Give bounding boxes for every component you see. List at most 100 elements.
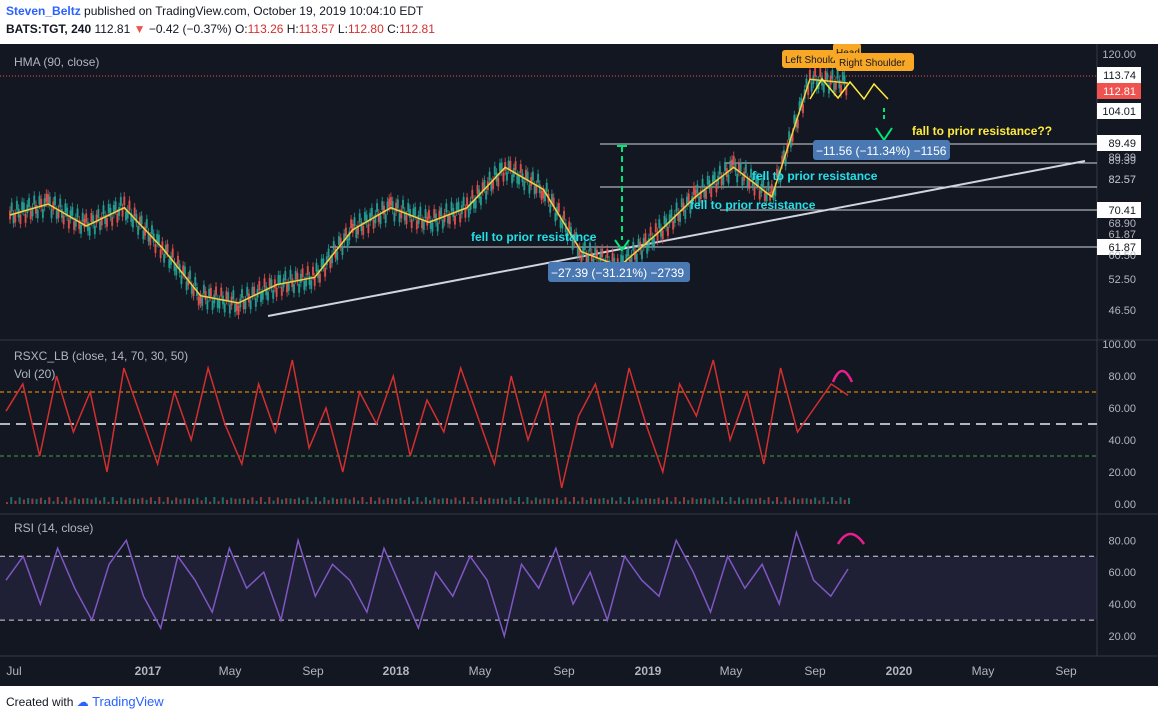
candle-body — [647, 238, 650, 247]
candle-body — [100, 216, 103, 226]
price-axis-label-bg — [1097, 103, 1141, 119]
candle-body — [287, 282, 290, 291]
price-axis-tick: 89.39 — [1108, 152, 1136, 164]
candle-body — [112, 204, 115, 214]
candle-body — [228, 304, 231, 314]
candle-body — [310, 280, 313, 290]
candle-body — [789, 138, 792, 148]
annotation-box — [813, 140, 950, 160]
candle-body — [443, 213, 446, 222]
candle-body — [526, 171, 529, 181]
candle-body — [833, 83, 836, 92]
candle-body — [571, 241, 574, 250]
candle-body — [183, 266, 186, 276]
candle-body — [782, 150, 785, 159]
candle-body — [566, 231, 569, 241]
candle-body — [776, 168, 779, 178]
candle-body — [396, 199, 399, 209]
candle-body — [744, 164, 747, 174]
candle-body — [170, 256, 173, 265]
candle-body — [770, 184, 773, 194]
candle-body — [69, 210, 72, 220]
candle-body — [408, 208, 411, 218]
candle-body — [753, 186, 756, 196]
candle-body — [474, 199, 477, 209]
price-axis-label: 112.81 — [1103, 86, 1136, 98]
candle-body — [104, 215, 107, 224]
candle-body — [670, 209, 673, 219]
publish-line: Steven_Beltz published on TradingView.co… — [6, 4, 423, 18]
volume-bar — [175, 497, 178, 504]
price-axis-label-bg — [1097, 83, 1141, 99]
volume-bar — [314, 497, 317, 504]
price-panel: 120.00 104.01 89.39 82.57 70.41 61.87 52.50 46.… — [0, 44, 1141, 320]
candle-body — [315, 262, 318, 272]
candle-body — [455, 202, 458, 212]
volume-bar — [479, 497, 482, 504]
candle-body — [48, 196, 51, 206]
candle-body — [824, 71, 827, 80]
volume-bar — [82, 498, 85, 504]
volume-bar — [319, 501, 322, 504]
volume-bar — [107, 501, 110, 504]
candle-body — [74, 217, 77, 227]
volume-bar — [162, 501, 165, 504]
volume-bar — [365, 501, 368, 504]
candle-body — [583, 241, 586, 251]
annotation-label: −11.56 (−11.34%) −1156 — [816, 144, 947, 158]
volume-bar — [374, 500, 377, 504]
candle-body — [357, 225, 360, 235]
volume-bar — [259, 497, 262, 504]
candle-body — [767, 181, 770, 191]
candle-body — [344, 227, 347, 237]
candle-body — [715, 183, 718, 193]
candle-body — [235, 302, 238, 311]
candle-body — [318, 273, 321, 283]
volume-bar — [361, 497, 364, 504]
candle-body — [308, 276, 311, 285]
volume-bar — [458, 500, 461, 504]
candle-body — [296, 272, 299, 282]
candle-body — [493, 166, 496, 175]
volume-bar — [234, 498, 237, 504]
volume-bar — [200, 500, 203, 504]
price-axis-label: 70.41 — [1108, 205, 1136, 217]
candle-body — [706, 175, 709, 185]
candle-body — [332, 241, 335, 250]
hma-indicator-label: HMA (90, close) — [14, 55, 99, 69]
open-label: O: — [234, 22, 248, 36]
candle-body — [467, 208, 470, 218]
candle-body — [424, 209, 427, 218]
candle-body — [673, 214, 676, 223]
volume-bar — [446, 498, 449, 504]
chart-canvas[interactable]: 120.00 104.01 89.39 82.57 70.41 61.87 52.50 46.… — [0, 44, 1158, 686]
price-axis-label: 61.87 — [1108, 242, 1136, 254]
annotation-label: fall to prior resistance?? — [912, 124, 1052, 138]
author-link[interactable]: Steven_Beltz — [6, 4, 81, 18]
high-label: H: — [286, 22, 299, 36]
candle-body — [220, 287, 223, 297]
tradingview-brand-link[interactable]: TradingView — [92, 694, 164, 709]
volume-bar — [39, 497, 42, 504]
candle-body — [348, 231, 351, 241]
candle-body — [402, 199, 405, 209]
volume-bar — [776, 497, 779, 504]
volume-bar — [166, 497, 169, 504]
candle-body — [28, 197, 31, 207]
candle-body — [689, 204, 692, 214]
volume-bar — [357, 500, 360, 504]
rsxc-axis-tick: 0.00 — [1115, 499, 1136, 511]
price-axis-label: 68.90 — [1108, 218, 1136, 230]
candle-body — [739, 162, 742, 172]
volume-bar — [801, 498, 804, 504]
candle-body — [644, 233, 647, 243]
tradingview-logo-icon: ☁ — [76, 695, 89, 709]
candle-body — [251, 287, 254, 296]
rsxc-peak-arc — [831, 369, 854, 383]
candle-body — [415, 220, 418, 230]
candle-body — [325, 256, 328, 266]
volume-bar — [788, 500, 791, 504]
volume-bar — [763, 499, 766, 504]
low-value: 112.80 — [347, 22, 384, 36]
candle-body — [202, 284, 205, 294]
